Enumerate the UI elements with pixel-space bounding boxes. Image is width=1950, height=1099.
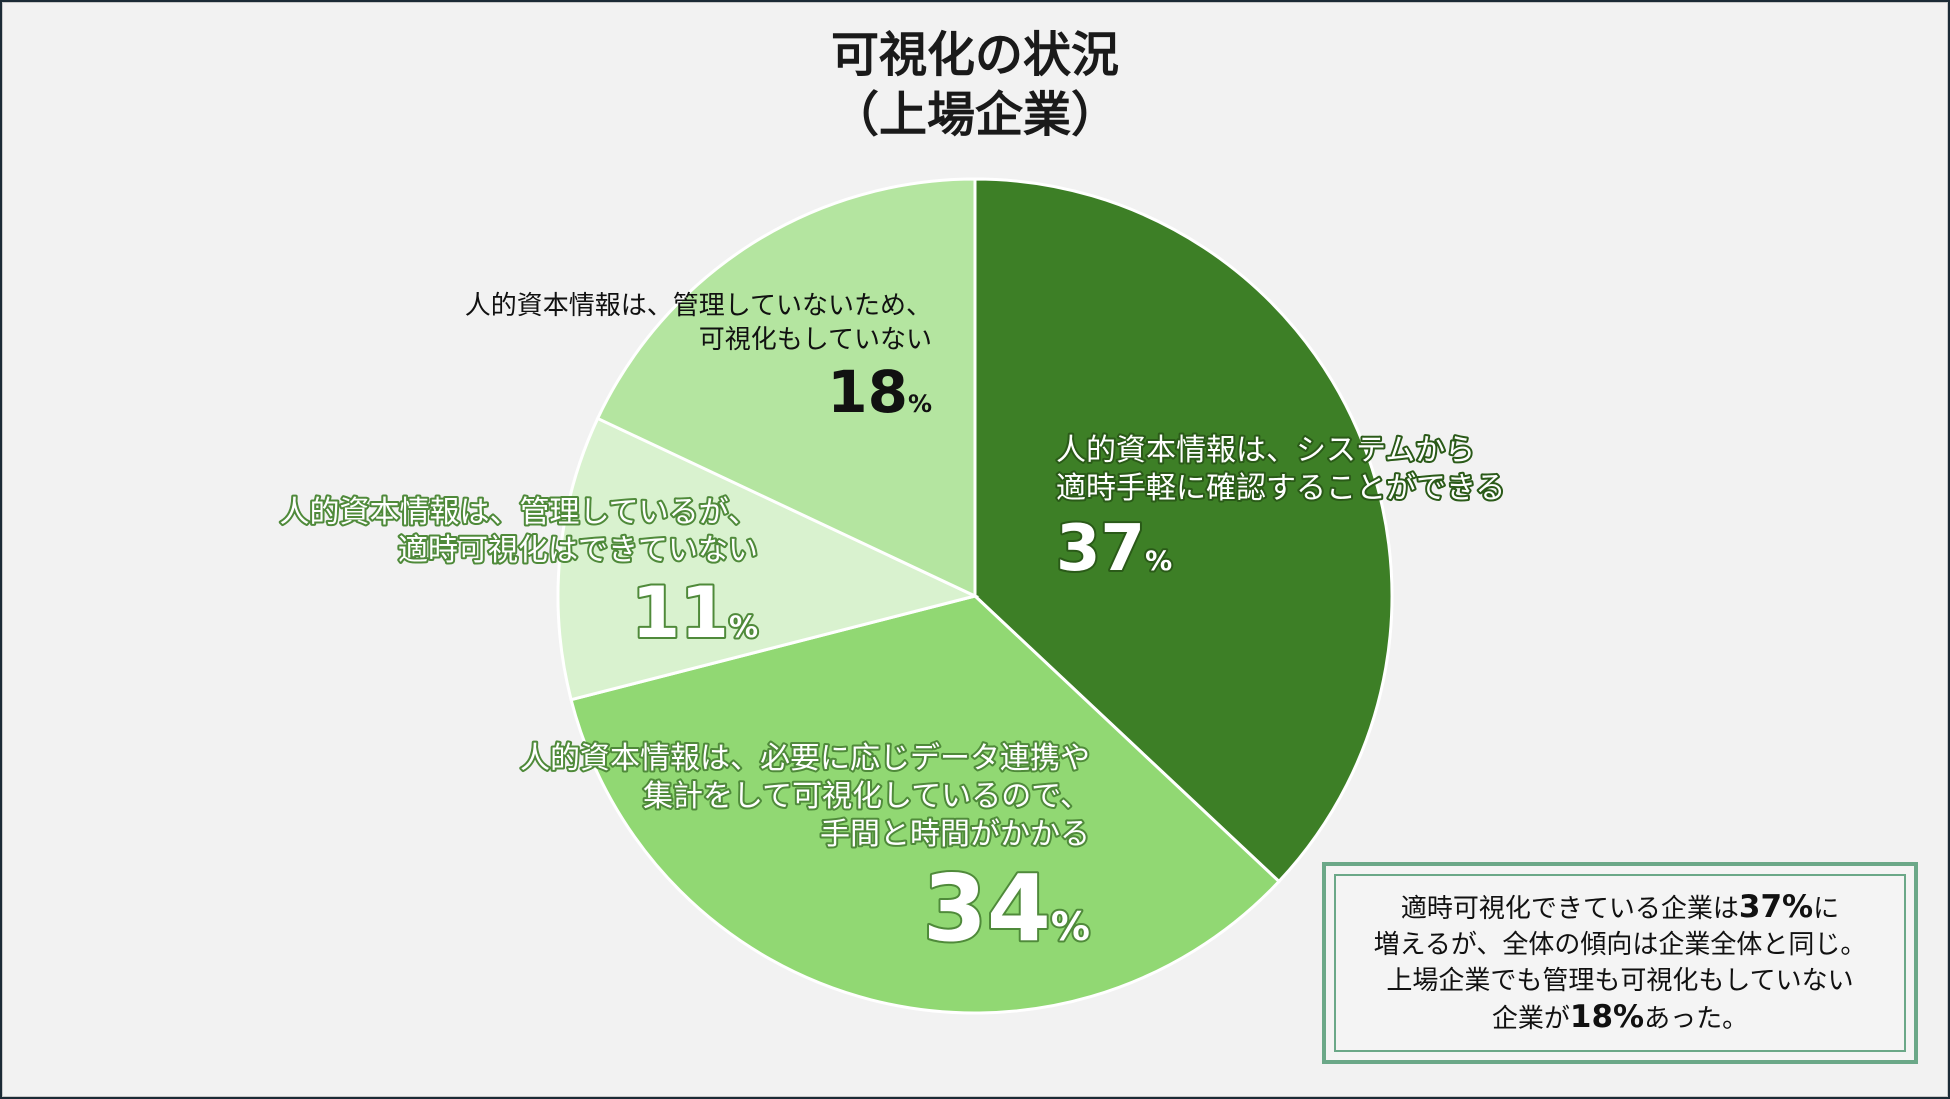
slice-3-value-label: 11% [632, 572, 758, 654]
callout-line1-post: に [1813, 894, 1840, 924]
slice-1-label-line-2: 適時手軽に確認することができる [1056, 471, 1505, 506]
summary-callout: 適時可視化できている企業は37%に 増えるが、全体の傾向は企業全体と同じ。 上場… [1322, 862, 1918, 1064]
pie-slice-3 [556, 416, 980, 702]
slice-2-value-label: 34% [923, 855, 1090, 962]
summary-callout-text: 適時可視化できている企業は37%に 増えるが、全体の傾向は企業全体と同じ。 上場… [1374, 889, 1867, 1037]
callout-line4-pre: 企業が [1491, 1004, 1570, 1034]
slice-2-label-line-2: 集計をして可視化しているので、 [643, 779, 1090, 814]
slice-4-label-line-2: 可視化もしていない [699, 325, 932, 355]
slice-1-value-label: 37% [1056, 512, 1172, 586]
pie-slice-2 [569, 594, 1282, 1015]
chart-title-line2: （上場企業） [830, 87, 1119, 143]
callout-line1-bold: 37% [1738, 889, 1814, 925]
pie-slice-4 [595, 177, 977, 599]
chart-title-line1: 可視化の状況 [830, 27, 1119, 83]
slice-3-label-line-1: 人的資本情報は、管理しているが、 [280, 495, 759, 530]
slice-4-value-label: 18% [827, 358, 932, 426]
callout-line4-bold: 18% [1569, 999, 1645, 1035]
summary-callout-inner: 適時可視化できている企業は37%に 増えるが、全体の傾向は企業全体と同じ。 上場… [1334, 874, 1906, 1052]
slice-2-label-line-3: 手間と時間がかかる [820, 817, 1090, 852]
callout-line2: 増えるが、全体の傾向は企業全体と同じ。 [1373, 930, 1867, 960]
callout-line1-pre: 適時可視化できている企業は [1400, 894, 1739, 924]
slice-1-label-line-1: 人的資本情報は、システムから [1056, 433, 1475, 468]
slice-4-label-line-1: 人的資本情報は、管理していないため、 [465, 291, 932, 321]
callout-line4-post: あった。 [1644, 1004, 1749, 1034]
slice-2-label-line-1: 人的資本情報は、必要に応じデータ連携や [520, 741, 1090, 776]
slice-3-label-line-2: 適時可視化はできていない [398, 533, 758, 568]
callout-line3: 上場企業でも管理も可視化もしていない [1386, 966, 1854, 996]
pie-slice-1 [973, 177, 1394, 884]
